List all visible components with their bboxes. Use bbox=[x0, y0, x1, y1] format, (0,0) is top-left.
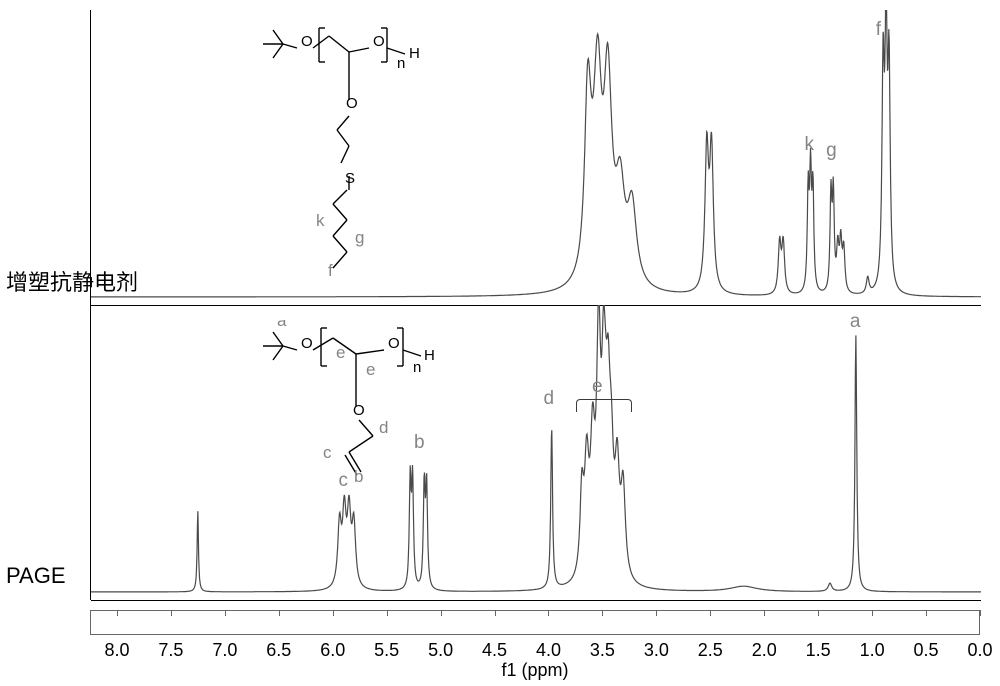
axis-tick bbox=[333, 610, 334, 616]
axis-tick bbox=[602, 610, 603, 616]
peak-label-f: f bbox=[876, 19, 881, 41]
svg-text:d: d bbox=[379, 418, 388, 437]
svg-text:b: b bbox=[354, 467, 363, 486]
x-axis: 8.0 7.5 7.0 6.5 6.0 5.5 5.0 4.5 4.0 3.5 3.0 2.5 2.0 1… bbox=[90, 610, 980, 680]
axis-tick bbox=[441, 610, 442, 616]
axis-tick-label: 1.5 bbox=[806, 640, 831, 661]
axis-tick-label: 1.0 bbox=[860, 640, 885, 661]
svg-text:n: n bbox=[413, 359, 421, 376]
peak-label-k: k bbox=[805, 134, 815, 156]
bracket-e bbox=[576, 399, 632, 412]
svg-text:O: O bbox=[346, 95, 358, 112]
axis-tick-label: 4.0 bbox=[536, 640, 561, 661]
axis-tick-label: 6.0 bbox=[320, 640, 345, 661]
peak-label-g: g bbox=[826, 140, 837, 162]
axis-tick-label: 5.5 bbox=[374, 640, 399, 661]
svg-text:c: c bbox=[323, 443, 332, 462]
axis-tick bbox=[548, 610, 549, 616]
axis-tick bbox=[710, 610, 711, 616]
peak-label-c: c bbox=[339, 470, 349, 492]
svg-text:O: O bbox=[388, 335, 400, 352]
peak-label-a: a bbox=[850, 311, 861, 333]
svg-text:O: O bbox=[353, 402, 365, 419]
axis-title: f1 (ppm) bbox=[90, 660, 980, 681]
structure-top: OOHnOSkgf bbox=[241, 18, 441, 288]
axis-box bbox=[90, 610, 980, 635]
plot-area: 增塑抗静电剂 OOHnOSkgf fkg PAGE OOHaeenOdcb ab… bbox=[90, 10, 981, 600]
axis-tick-label: 0.5 bbox=[914, 640, 939, 661]
axis-tick-label: 3.5 bbox=[590, 640, 615, 661]
axis-tick-label: 7.5 bbox=[158, 640, 183, 661]
spectrum-top bbox=[91, 10, 981, 305]
axis-tick-label: 5.0 bbox=[428, 640, 453, 661]
svg-text:H: H bbox=[424, 347, 435, 364]
axis-tick bbox=[495, 610, 496, 616]
svg-text:n: n bbox=[397, 55, 405, 72]
svg-text:k: k bbox=[316, 211, 325, 230]
spectrum-bottom bbox=[91, 305, 981, 600]
axis-tick-label: 0.0 bbox=[967, 640, 992, 661]
svg-text:f: f bbox=[328, 261, 333, 280]
axis-tick-label: 6.5 bbox=[266, 640, 291, 661]
svg-text:e: e bbox=[336, 343, 345, 362]
panel-top: 增塑抗静电剂 OOHnOSkgf fkg bbox=[91, 10, 981, 306]
axis-tick bbox=[872, 610, 873, 616]
axis-tick bbox=[225, 610, 226, 616]
axis-tick bbox=[980, 610, 981, 616]
axis-tick-label: 3.0 bbox=[644, 640, 669, 661]
svg-text:O: O bbox=[373, 33, 385, 50]
svg-text:O: O bbox=[301, 33, 313, 50]
axis-tick bbox=[656, 610, 657, 616]
svg-text:O: O bbox=[301, 335, 313, 352]
structure-bottom: OOHaeenOdcb bbox=[241, 320, 461, 535]
axis-tick bbox=[387, 610, 388, 616]
axis-tick bbox=[279, 610, 280, 616]
panel-bottom-label: PAGE bbox=[6, 563, 66, 589]
axis-tick bbox=[171, 610, 172, 616]
axis-tick-label: 2.5 bbox=[698, 640, 723, 661]
axis-tick-label: 4.5 bbox=[482, 640, 507, 661]
svg-text:a: a bbox=[277, 320, 287, 330]
axis-tick bbox=[117, 610, 118, 616]
svg-text:S: S bbox=[345, 170, 355, 187]
svg-text:H: H bbox=[409, 45, 420, 62]
peak-label-b: b bbox=[414, 432, 425, 454]
panel-bottom: PAGE OOHaeenOdcb abcde bbox=[91, 305, 981, 601]
nmr-stacked-chart: 增塑抗静电剂 OOHnOSkgf fkg PAGE OOHaeenOdcb ab… bbox=[0, 0, 1000, 686]
peak-label-e: e bbox=[592, 376, 603, 398]
axis-tick-label: 7.0 bbox=[212, 640, 237, 661]
axis-tick-label: 8.0 bbox=[104, 640, 129, 661]
axis-tick-label: 2.0 bbox=[752, 640, 777, 661]
peak-label-d: d bbox=[543, 388, 554, 410]
svg-text:g: g bbox=[355, 228, 364, 247]
axis-tick bbox=[818, 610, 819, 616]
axis-tick bbox=[764, 610, 765, 616]
axis-tick bbox=[926, 610, 927, 616]
svg-text:e: e bbox=[366, 360, 375, 379]
